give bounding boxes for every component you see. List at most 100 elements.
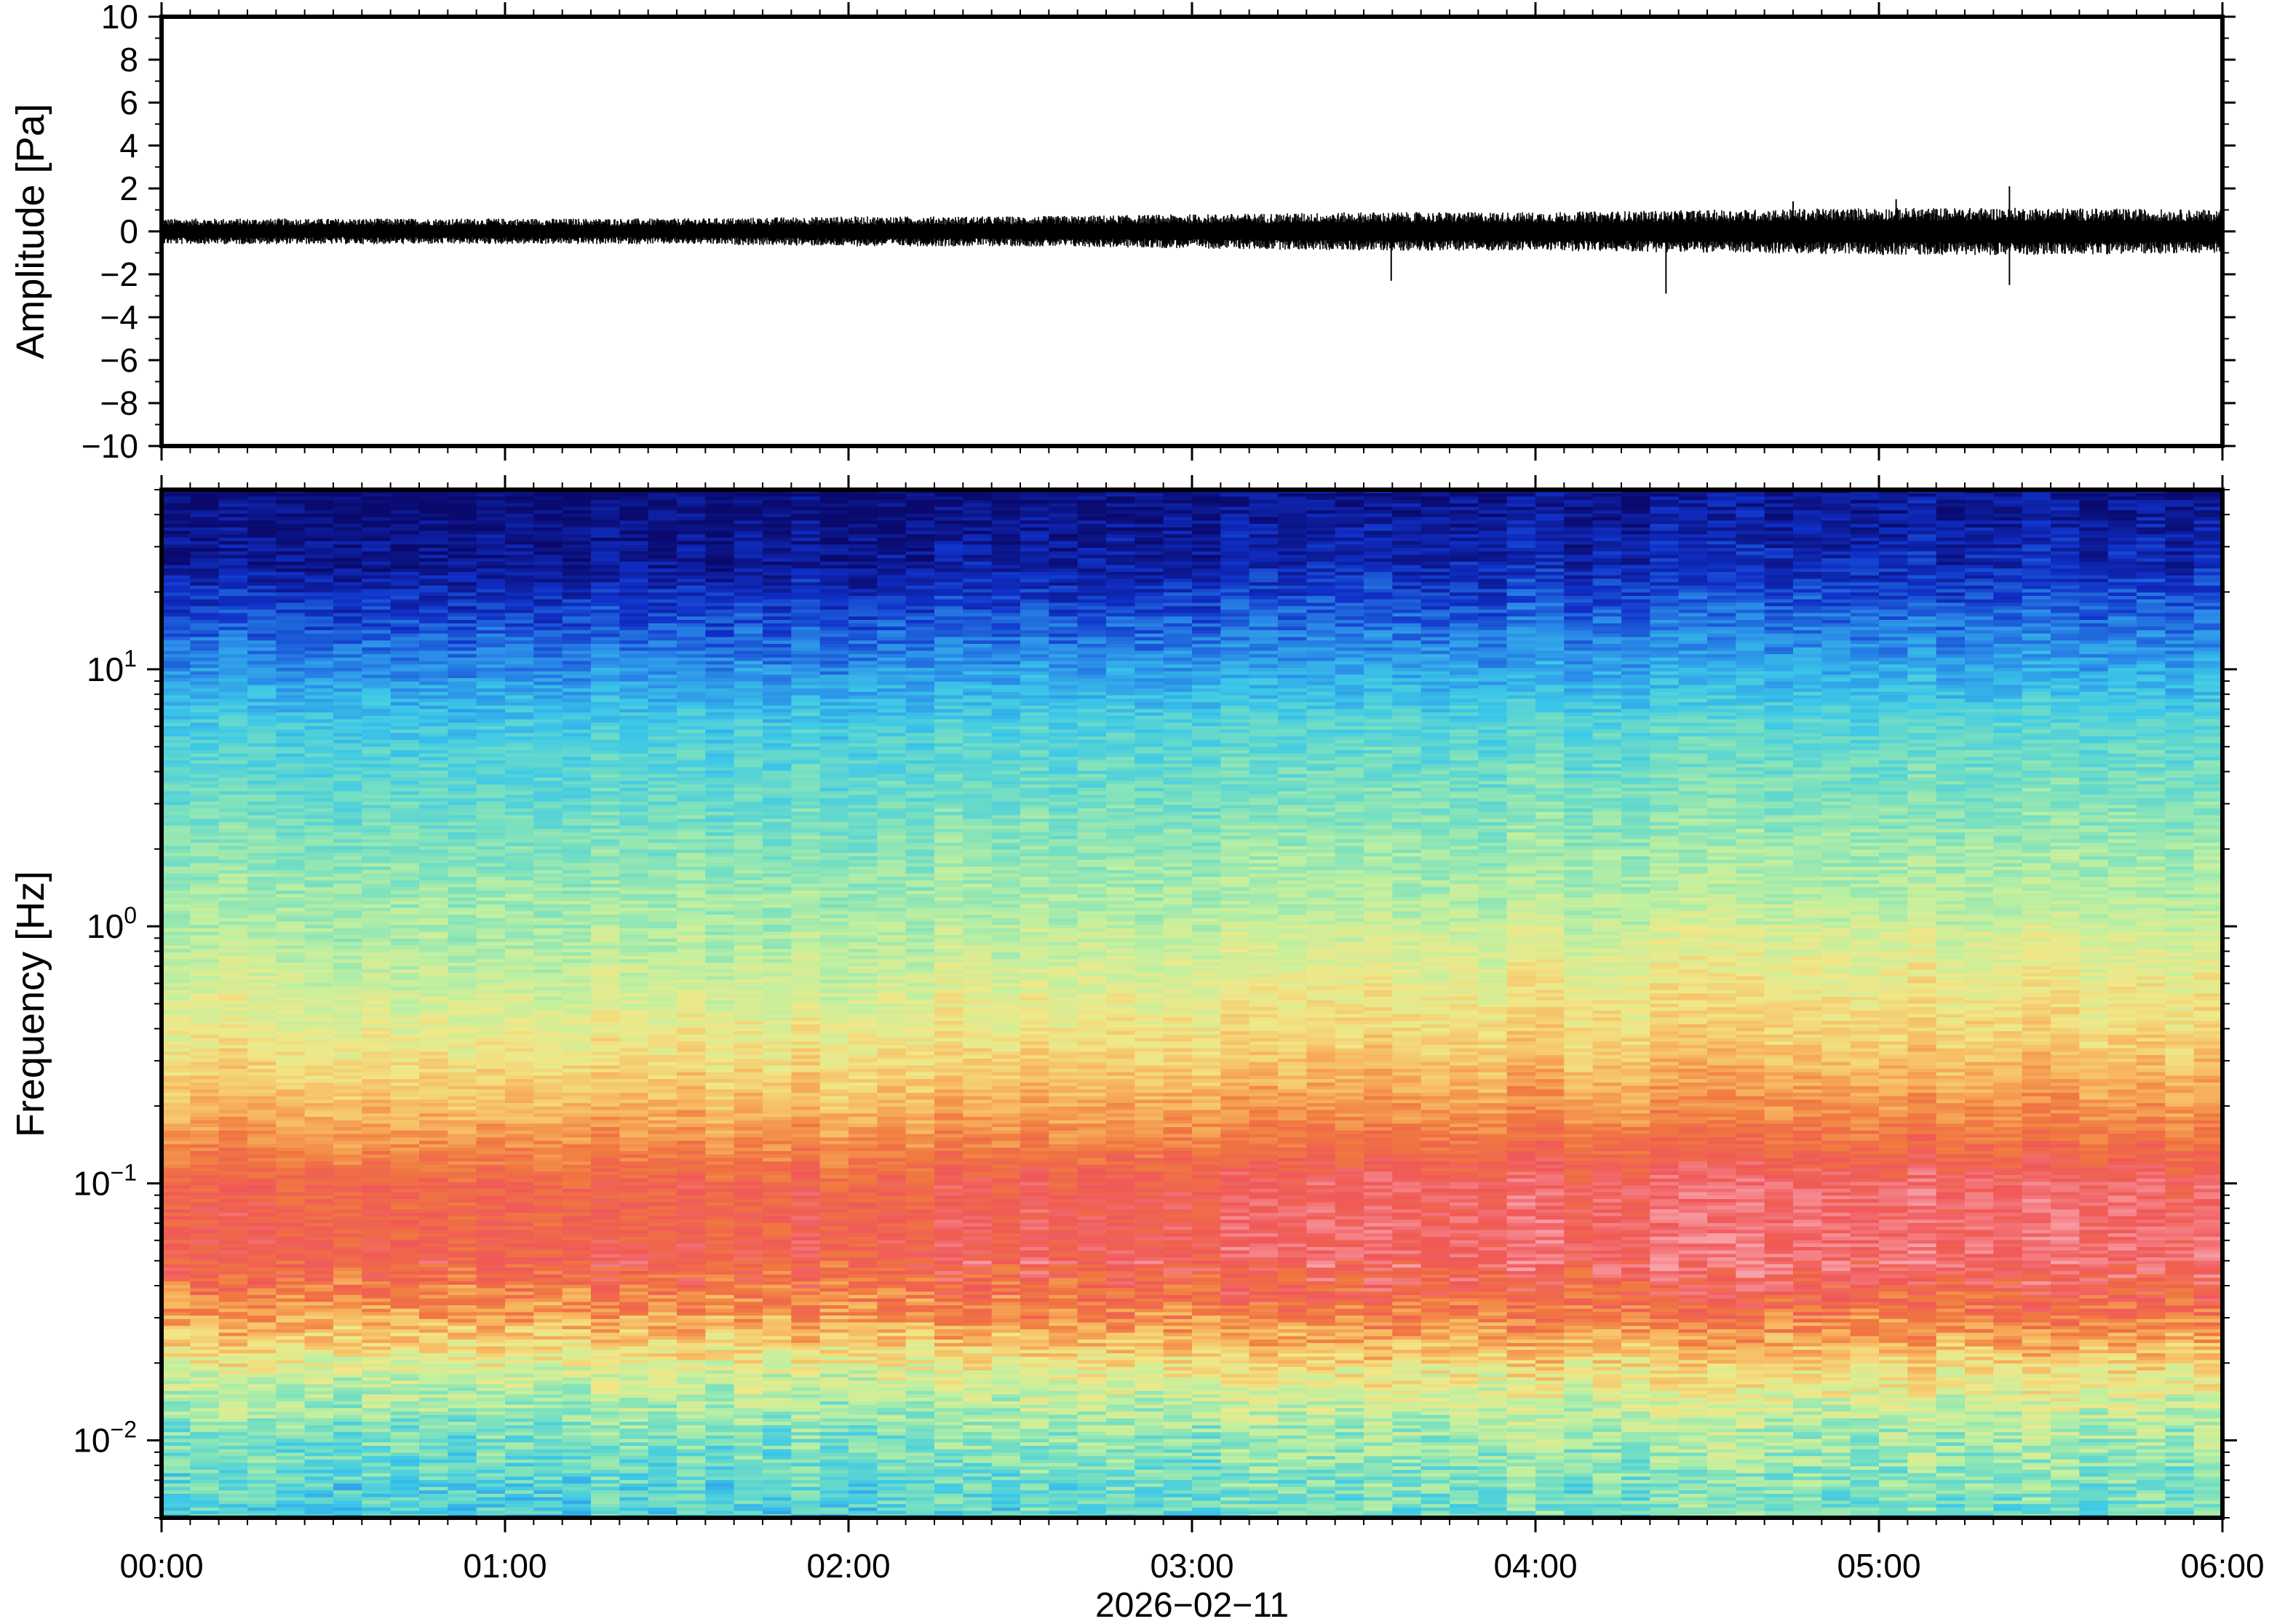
spectrogram-cell <box>390 1414 420 1420</box>
spectrogram-cell <box>304 891 334 895</box>
spectrogram-cell <box>190 1425 220 1430</box>
spectrogram-cell <box>419 853 448 857</box>
spectrogram-cell <box>476 1031 506 1035</box>
spectrogram-cell <box>591 1329 620 1334</box>
spectrogram-cell <box>476 1161 506 1166</box>
spectrogram-cell <box>190 976 220 981</box>
spectrogram-cell <box>190 1308 220 1313</box>
spectrogram-cell <box>304 1370 334 1374</box>
spectrogram-cell <box>304 907 334 912</box>
spectrogram-cell <box>304 1497 334 1502</box>
spectrogram-cell <box>304 1278 334 1282</box>
spectrogram-cell <box>333 1326 362 1330</box>
spectrogram-cell <box>562 777 592 781</box>
spectrogram-cell <box>162 863 191 867</box>
spectrogram-cell <box>333 763 362 768</box>
spectrogram-cell <box>190 955 220 960</box>
spectrogram-cell <box>276 1274 306 1278</box>
spectrogram-cell <box>533 1422 563 1426</box>
spectrogram-cell <box>333 1322 362 1326</box>
spectrogram-cell <box>476 1123 506 1128</box>
spectrogram-cell <box>476 781 506 785</box>
spectrogram-cell <box>562 698 592 703</box>
spectrogram-cell <box>533 548 563 552</box>
spectrogram-cell <box>533 983 563 987</box>
spectrogram-cell <box>218 493 248 498</box>
spectrogram-cell <box>476 592 506 597</box>
spectrogram-cell <box>419 551 448 556</box>
spectrogram-cell <box>247 1246 277 1251</box>
spectrogram-cell <box>247 843 277 847</box>
spectrogram-cell <box>276 966 306 970</box>
spectrogram-cell <box>304 867 334 871</box>
spectrogram-cell <box>419 743 448 747</box>
spectrogram-cell <box>390 1260 420 1265</box>
spectrogram-cell <box>562 1360 592 1364</box>
spectrogram-cell <box>333 1340 362 1344</box>
spectrogram-cell <box>591 650 620 655</box>
spectrogram-cell <box>476 725 506 731</box>
spectrogram-cell <box>448 1490 477 1494</box>
spectrogram-cell <box>562 986 592 991</box>
spectrogram-cell <box>304 712 334 717</box>
spectrogram-cell <box>505 959 534 963</box>
spectrogram-cell <box>162 1003 191 1008</box>
spectrogram-cell <box>448 767 477 771</box>
spectrogram-cell <box>562 1024 592 1029</box>
spectrogram-cell <box>276 1390 306 1396</box>
spectrogram-cell <box>247 1281 277 1286</box>
spectrogram-cell <box>247 633 277 638</box>
spectrogram-cell <box>390 589 420 593</box>
spectrogram-cell <box>390 1120 420 1124</box>
spectrogram-cell <box>362 819 392 823</box>
spectrogram-cell <box>276 797 306 803</box>
spectrogram-cell <box>505 1360 534 1364</box>
spectrogram-cell <box>419 1045 448 1049</box>
spectrogram-cell <box>419 1154 448 1159</box>
spectrogram-cell <box>533 863 563 867</box>
spectrogram-cell <box>333 709 362 713</box>
spectrogram-cell <box>533 1034 563 1039</box>
spectrogram-cell <box>276 578 306 583</box>
spectrogram-cell <box>591 1346 620 1350</box>
spectrogram-cell <box>276 1366 306 1372</box>
spectrogram-cell <box>304 1082 334 1087</box>
spectrogram-cell <box>562 1510 592 1515</box>
spectrogram-cell <box>533 619 563 624</box>
spectrogram-cell <box>362 1326 392 1330</box>
spectrogram-cell <box>533 1038 563 1042</box>
spectrogram-cell <box>476 602 506 607</box>
spectrogram-cell <box>505 578 534 583</box>
spectrogram-cell <box>247 1226 277 1230</box>
spectrogram-cell <box>162 893 191 899</box>
y-tick-label: 10 <box>101 0 138 36</box>
spectrogram-cell <box>304 955 334 960</box>
spectrogram-cell <box>390 1305 420 1310</box>
spectrogram-cell <box>247 1473 277 1478</box>
spectrogram-cell <box>505 592 534 597</box>
spectrogram-cell <box>476 637 506 641</box>
spectrogram-cell <box>390 510 420 514</box>
spectrogram-cell <box>218 1432 248 1436</box>
spectrogram-cell <box>476 1140 506 1145</box>
spectrogram-cell <box>333 554 362 559</box>
spectrogram-cell <box>304 1360 334 1364</box>
spectrogram-cell <box>162 1254 191 1258</box>
spectrogram-cell <box>591 1041 620 1046</box>
spectrogram-cell <box>419 795 448 799</box>
spectrogram-cell <box>448 1233 477 1238</box>
spectrogram-cell <box>562 1092 592 1097</box>
spectrogram-cell <box>162 1219 191 1224</box>
spectrogram-cell <box>505 1089 534 1094</box>
spectrogram-cell <box>448 1110 477 1114</box>
spectrogram-cell <box>419 849 448 853</box>
spectrogram-cell <box>419 647 448 651</box>
spectrogram-cell <box>533 979 563 984</box>
spectrogram-cell <box>505 1027 534 1032</box>
spectrogram-cell <box>247 901 277 905</box>
spectrogram-cell <box>218 931 248 936</box>
spectrogram-cell <box>190 1435 220 1440</box>
spectrogram-cell <box>362 1099 392 1104</box>
spectrogram-cell <box>419 819 448 823</box>
spectrogram-cell <box>190 907 220 912</box>
